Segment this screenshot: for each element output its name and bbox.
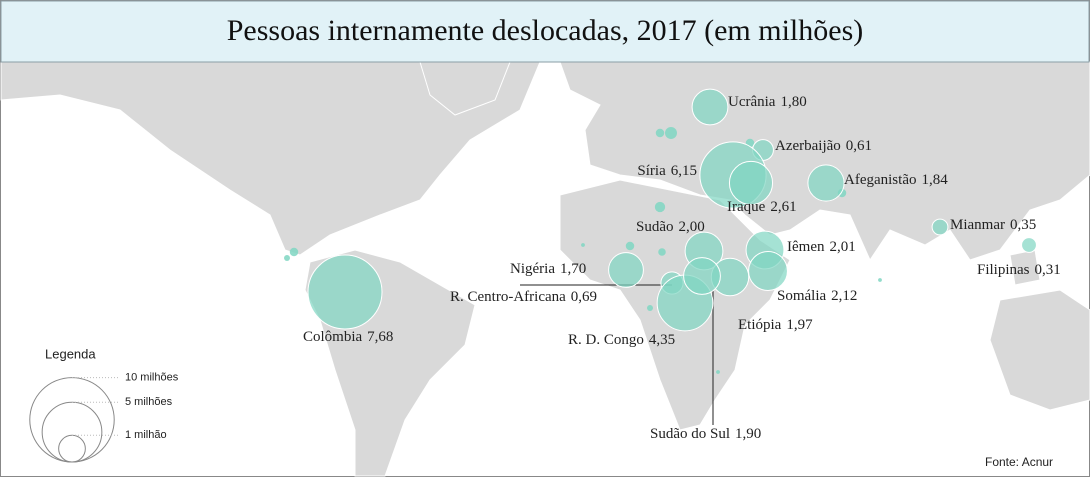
- bubble: [807, 164, 845, 202]
- bubble: [608, 252, 644, 288]
- country-name: Somália: [777, 288, 827, 304]
- bubble: [284, 255, 290, 261]
- country-name: R. D. Congo: [568, 332, 644, 348]
- source: Fonte: Acnur: [985, 455, 1053, 469]
- bubble: [658, 248, 666, 256]
- value-label: 2,12: [831, 288, 857, 304]
- bubble: [307, 254, 383, 330]
- bubble: [728, 160, 774, 206]
- bubble: [1021, 237, 1037, 253]
- title: Pessoas internamente deslocadas, 2017 (e…: [227, 14, 864, 47]
- north-america: [0, 61, 541, 256]
- bubble-label: R. Centro-Africana 0,69: [450, 289, 597, 305]
- bubble: [878, 278, 882, 282]
- bubble-label: Etiópia 1,97: [738, 317, 813, 333]
- value-label: 7,68: [367, 329, 393, 345]
- country-name: Sudão: [636, 219, 674, 235]
- bubble-label: Somália 2,12: [777, 288, 857, 304]
- country-name: Iêmen: [787, 239, 825, 255]
- bubble: [654, 201, 666, 213]
- bubble: [931, 218, 949, 236]
- bubble-label: R. D. Congo 4,35: [568, 332, 675, 348]
- australia: [989, 289, 1090, 411]
- bubble-label: Sudão do Sul 1,90: [650, 426, 761, 442]
- bubble: [655, 128, 665, 138]
- bubble-label: Ucrânia 1,80: [728, 94, 807, 110]
- bubble: [691, 88, 729, 126]
- country-name: Ucrânia: [728, 94, 776, 110]
- bubble: [665, 127, 677, 139]
- country-name: Sudão do Sul: [650, 426, 730, 442]
- country-name: Etiópia: [738, 317, 782, 333]
- bubble-label: Nigéria 1,70: [510, 261, 586, 277]
- legend-label: 1 milhão: [125, 429, 167, 441]
- bubble: [748, 251, 788, 291]
- bubble-label: Afeganistão 1,84: [844, 172, 948, 188]
- bubble-label: Filipinas 0,31: [977, 262, 1061, 278]
- bubble: [625, 241, 635, 251]
- value-label: 1,70: [560, 261, 586, 277]
- bubble: [647, 305, 653, 311]
- country-name: Iraque: [727, 199, 766, 215]
- country-name: Colômbia: [303, 329, 363, 345]
- title-bar: [0, 0, 1090, 63]
- value-label: 6,15: [671, 163, 697, 179]
- value-label: 1,84: [921, 172, 948, 188]
- bubble-label: Colômbia 7,68: [303, 329, 393, 345]
- value-label: 0,35: [1010, 217, 1036, 233]
- value-label: 0,61: [846, 138, 872, 154]
- country-name: Mianmar: [950, 217, 1005, 233]
- bubble: [581, 243, 585, 247]
- bubble-label: Azerbaijão 0,61: [775, 138, 872, 154]
- legend-title: Legenda: [45, 346, 96, 361]
- value-label: 1,90: [735, 426, 761, 442]
- bubble-label: Sudão 2,00: [636, 219, 705, 235]
- bubble: [716, 370, 720, 374]
- value-label: 2,01: [829, 239, 855, 255]
- bubble: [683, 257, 721, 295]
- bubble: [289, 247, 299, 257]
- country-name: Afeganistão: [844, 172, 916, 188]
- legend-label: 5 milhões: [125, 396, 173, 408]
- value-label: 1,80: [780, 94, 806, 110]
- country-name: Filipinas: [977, 262, 1030, 278]
- value-label: 2,61: [770, 199, 796, 215]
- value-label: 0,69: [571, 289, 597, 305]
- bubble-label: Síria 6,15: [637, 163, 697, 179]
- country-name: R. Centro-Africana: [450, 289, 566, 305]
- bubble-label: Iêmen 2,01: [787, 239, 856, 255]
- value-label: 2,00: [679, 219, 705, 235]
- bubble-label: Mianmar 0,35: [950, 217, 1036, 233]
- value-label: 1,97: [786, 317, 813, 333]
- country-name: Síria: [637, 163, 666, 179]
- country-name: Azerbaijão: [775, 138, 841, 154]
- value-label: 4,35: [649, 332, 675, 348]
- country-name: Nigéria: [510, 261, 555, 277]
- value-label: 0,31: [1035, 262, 1061, 278]
- legend-label: 10 milhões: [125, 371, 179, 383]
- bubble-label: Iraque 2,61: [727, 199, 797, 215]
